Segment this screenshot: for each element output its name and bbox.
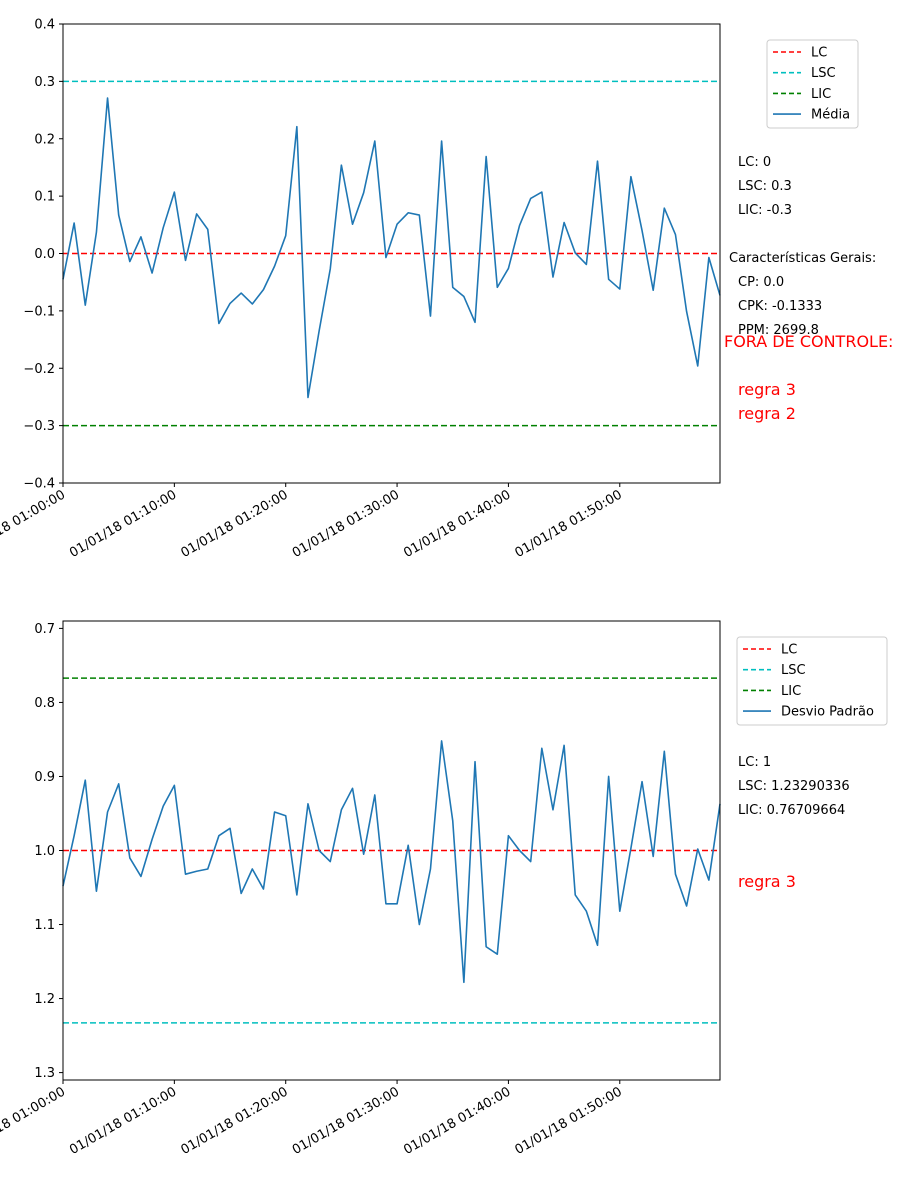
y-tick-label: 0.9 [34,770,55,785]
legend-label: LC [811,46,827,61]
y-tick-label: −0.4 [23,477,55,492]
chart1-ppm-value: PPM: 2699.8 [738,323,819,338]
y-tick-label: −0.3 [23,419,55,434]
series-line [62,97,721,399]
legend: LC LSC LIC Média [766,39,859,129]
chart1-rule-item: regra 3 [738,380,796,399]
chart2-lsc-value: LSC: 1.23290336 [738,779,850,794]
legend-label: LIC [811,87,831,102]
legend-box [766,39,859,129]
chart-1: 0.40.30.20.10.0−0.1−0.2−0.3−0.401/01/18 … [0,18,859,561]
x-tick-label: 01/01/18 01:30:00 [290,487,402,560]
y-tick-label: 0.0 [34,247,55,262]
x-tick-label: 01/01/18 01:40:00 [401,487,513,560]
chart1-general-heading: Características Gerais: [729,251,877,266]
y-tick-label: 0.2 [34,132,55,147]
legend-label: LSC [781,663,806,678]
legend-label: Desvio Padrão [781,705,874,720]
chart2-info-panel: LC: 1 LSC: 1.23290336 LIC: 0.76709664 [738,751,850,823]
chart1-lsc-value: LSC: 0.3 [738,179,792,194]
chart1-capability-panel: CP: 0.0 CPK: -0.1333 PPM: 2699.8 [738,271,822,343]
y-tick-label: 0.1 [34,190,55,205]
chart1-cpk-value: CPK: -0.1333 [738,299,823,314]
legend-label: LSC [811,66,836,81]
y-tick-label: 1.1 [34,918,55,933]
y-tick-label: 0.4 [34,18,55,33]
x-tick-label: 01/01/18 01:20:00 [179,1084,291,1157]
y-tick-label: 1.3 [34,1066,55,1081]
legend-label: LIC [781,684,801,699]
chart1-rule-item: regra 2 [738,404,796,423]
x-tick-label: 01/01/18 01:40:00 [401,1084,513,1157]
legend-box [736,636,888,726]
y-tick-label: 0.3 [34,75,55,90]
chart1-out-of-control: FORA DE CONTROLE: [724,332,894,351]
y-tick-label: −0.1 [23,304,55,319]
chart1-lc-value: LC: 0 [738,155,772,170]
y-tick-label: 1.2 [34,992,55,1007]
chart1-cp-value: CP: 0.0 [738,275,785,290]
chart2-lc-value: LC: 1 [738,755,772,770]
y-tick-label: 0.7 [34,622,55,637]
chart1-lic-value: LIC: -0.3 [738,203,793,218]
x-tick-label: 01/01/18 01:50:00 [513,487,625,560]
y-tick-label: 0.8 [34,696,55,711]
series-line [62,740,721,984]
x-tick-label: 01/01/18 01:10:00 [67,1084,179,1157]
chart2-rule-item: regra 3 [738,872,796,891]
legend: LC LSC LIC Desvio Padrão [736,636,888,726]
chart2-rules: regra 3 [738,870,796,894]
x-tick-label: 01/01/18 01:10:00 [67,487,179,560]
chart2-lic-value: LIC: 0.76709664 [738,803,846,818]
y-tick-label: −0.2 [23,362,55,377]
legend-label: Média [811,108,850,123]
chart1-rules: regra 3 regra 2 [738,378,796,426]
x-tick-label: 01/01/18 01:00:00 [0,487,68,560]
x-tick-label: 01/01/18 01:50:00 [513,1084,625,1157]
x-tick-label: 01/01/18 01:20:00 [179,487,291,560]
x-tick-label: 01/01/18 01:00:00 [0,1084,68,1157]
legend-label: LC [781,643,797,658]
x-tick-label: 01/01/18 01:30:00 [290,1084,402,1157]
y-tick-label: 1.0 [34,844,55,859]
chart1-general-panel: Características Gerais: [729,247,876,271]
chart1-info-panel: LC: 0 LSC: 0.3 LIC: -0.3 [738,151,792,223]
